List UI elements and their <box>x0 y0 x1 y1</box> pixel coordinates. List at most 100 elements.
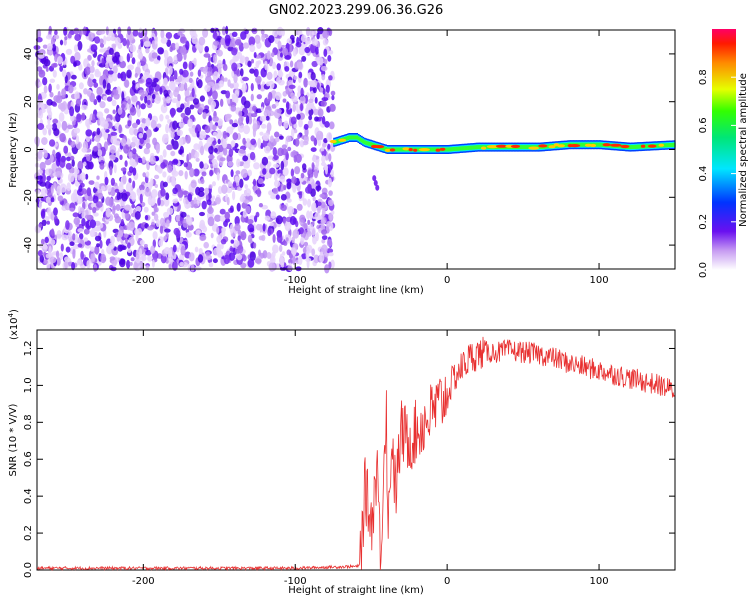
noise-blob <box>99 101 106 109</box>
noise-blob <box>178 137 184 147</box>
noise-blob <box>152 137 158 146</box>
signal-peak <box>408 148 413 152</box>
noise-blob <box>190 32 198 40</box>
noise-blob <box>185 199 189 205</box>
spectrogram-ylabel: Frequency (Hz) <box>8 112 19 188</box>
noise-blob <box>94 245 100 255</box>
noise-blob <box>266 71 273 80</box>
noise-blob <box>292 103 297 113</box>
noise-blob <box>108 47 114 56</box>
noise-blob <box>59 183 67 193</box>
noise-blob <box>157 55 161 61</box>
noise-blob <box>311 162 315 169</box>
noise-blob <box>270 52 275 58</box>
colorbar-tick-label: 0.4 <box>698 166 709 182</box>
noise-blob <box>158 239 163 247</box>
noise-blob <box>108 242 115 250</box>
noise-blob <box>208 184 213 189</box>
noise-blob <box>273 163 280 168</box>
noise-blob <box>306 210 311 220</box>
noise-blob <box>190 264 195 272</box>
noise-blob <box>72 233 76 241</box>
noise-blob <box>315 46 319 55</box>
spectrogram-heatmap <box>33 25 676 274</box>
signal-peak <box>510 144 521 148</box>
noise-blob <box>94 36 100 44</box>
noise-blob <box>328 75 333 81</box>
noise-blob <box>292 255 296 265</box>
noise-blob <box>320 146 325 152</box>
noise-blob <box>290 37 295 43</box>
noise-blob <box>202 112 207 120</box>
noise-blob <box>321 74 326 81</box>
noise-blob <box>37 150 43 160</box>
noise-blob <box>261 123 267 129</box>
noise-blob <box>266 81 271 87</box>
signal-band <box>672 142 675 147</box>
noise-blob <box>204 46 209 53</box>
noise-blob <box>99 163 105 170</box>
noise-blob <box>252 178 257 187</box>
signal-band <box>471 145 474 150</box>
noise-blob <box>43 59 51 67</box>
noise-blob <box>172 244 177 253</box>
noise-blob <box>272 61 277 70</box>
noise-blob <box>145 129 152 138</box>
signal-band <box>479 145 482 150</box>
noise-blob <box>208 262 214 268</box>
noise-blob <box>168 80 176 91</box>
noise-blob <box>150 245 156 254</box>
signal-band <box>356 135 359 140</box>
noise-blob <box>87 54 92 61</box>
noise-blob <box>291 128 295 138</box>
noise-blob <box>300 172 305 179</box>
noise-blob <box>42 77 48 86</box>
noise-blob <box>76 113 82 123</box>
noise-blob <box>202 28 209 38</box>
spectrogram-y-axis: -40 -20 0 20 40 <box>23 48 675 253</box>
noise-blob <box>141 156 146 164</box>
noise-blob <box>319 193 326 198</box>
noise-blob <box>321 155 326 163</box>
colorbar-tick-label: 0.8 <box>698 69 709 85</box>
signal-band <box>369 142 372 147</box>
noise-blob <box>49 91 54 98</box>
noise-blob <box>226 196 230 206</box>
noise-blob <box>224 34 231 44</box>
noise-blob <box>267 110 275 117</box>
noise-blob <box>295 102 299 113</box>
noise-blob <box>119 60 126 69</box>
noise-blob <box>213 54 218 64</box>
noise-blob <box>124 160 128 168</box>
noise-blob <box>64 36 68 41</box>
noise-blob <box>227 181 233 187</box>
signal-band <box>665 143 668 148</box>
noise-blob <box>260 142 264 149</box>
noise-blob <box>274 131 280 138</box>
noise-blob <box>36 66 43 72</box>
noise-blob <box>170 131 175 139</box>
noise-blob <box>255 108 263 113</box>
noise-blob <box>208 145 214 155</box>
signal-band <box>351 135 354 140</box>
noise-blob <box>151 189 158 198</box>
noise-blob <box>218 80 224 88</box>
noise-blob <box>251 28 257 33</box>
signal-band <box>432 147 435 152</box>
x-tick-label: -200 <box>132 576 155 587</box>
noise-blob <box>92 195 99 204</box>
noise-blob <box>181 69 189 78</box>
noise-blob <box>78 82 84 90</box>
signal-band <box>469 145 472 150</box>
noise-blob <box>300 103 304 112</box>
noise-blob <box>176 53 183 62</box>
noise-blob <box>162 149 167 158</box>
noise-blob <box>106 82 111 92</box>
noise-blob <box>289 43 293 53</box>
signal-peak <box>384 148 392 152</box>
noise-blob <box>71 159 75 167</box>
signal-band <box>634 144 637 149</box>
noise-blob <box>117 107 123 115</box>
noise-blob <box>274 180 281 188</box>
noise-blob <box>261 156 269 166</box>
